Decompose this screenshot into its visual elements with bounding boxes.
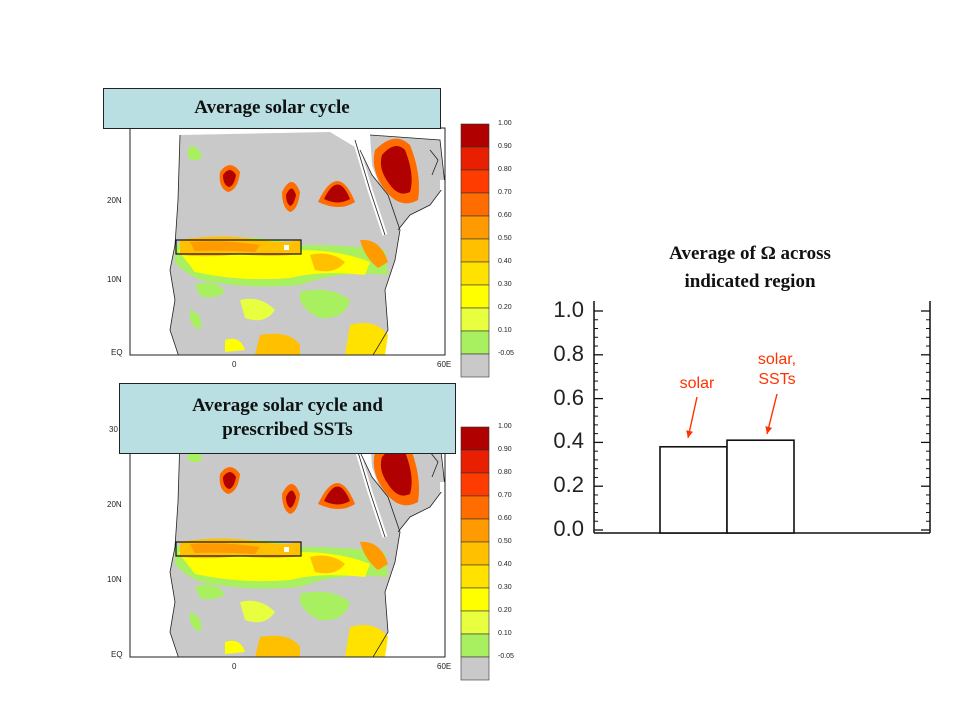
map-bottom-xtick: 60E bbox=[437, 662, 452, 671]
bar-chart-title: Average of Ω across indicated region bbox=[630, 240, 870, 296]
y-tick-label: 0.6 bbox=[553, 384, 584, 410]
map-top-ytick: 20N bbox=[107, 196, 122, 205]
map-bottom-ytick: 30 bbox=[109, 425, 118, 434]
bar-chart-title-line: indicated region bbox=[684, 271, 816, 292]
colorbar-label: 0.60 bbox=[498, 515, 512, 522]
arrow-solar-ssts-head bbox=[765, 426, 773, 434]
colorbar-label: 0.30 bbox=[498, 281, 512, 288]
colorbar-label: 0.40 bbox=[498, 258, 512, 265]
colorbar-swatch bbox=[460, 656, 490, 681]
annotation-solar-line: solar bbox=[679, 375, 715, 392]
annotation-solar-ssts-line: SSTs bbox=[758, 371, 796, 388]
bar-solar-ssts bbox=[726, 439, 795, 534]
colorbar-label: 0.50 bbox=[498, 235, 512, 242]
map-bottom-ytick: 10N bbox=[107, 575, 122, 584]
colorbar-label: 0.20 bbox=[498, 304, 512, 311]
colorbar-label: 0.10 bbox=[498, 630, 512, 637]
colorbar-label: 0.80 bbox=[498, 469, 512, 476]
map-bottom-title-line: prescribed SSTs bbox=[222, 419, 353, 440]
map-bottom-ytick: EQ bbox=[111, 650, 123, 659]
map-bottom-title-line: Average solar cycle and bbox=[192, 395, 383, 416]
colorbar-label: -0.05 bbox=[498, 653, 514, 660]
bar-chart-title-line: Average of Ω across bbox=[669, 243, 831, 264]
colorbar-label: 1.00 bbox=[498, 423, 512, 430]
colorbar-label: 1.00 bbox=[498, 120, 512, 127]
annotation-solar-ssts: solar, SSTs bbox=[742, 350, 812, 390]
map-top-ytick: 10N bbox=[107, 275, 122, 284]
map-top-ytick: EQ bbox=[111, 348, 123, 357]
map-top-xtick: 60E bbox=[437, 360, 452, 369]
map-bottom-ytick: 20N bbox=[107, 500, 122, 509]
arrow-solar-head bbox=[686, 430, 693, 438]
colorbar-label: 0.40 bbox=[498, 561, 512, 568]
colorbar-label: 0.70 bbox=[498, 189, 512, 196]
colorbar-label: 0.30 bbox=[498, 584, 512, 591]
colorbar-label: 0.60 bbox=[498, 212, 512, 219]
y-tick-label: 0.2 bbox=[553, 472, 584, 498]
y-tick-label: 1.0 bbox=[553, 297, 584, 322]
annotation-solar: solar bbox=[662, 374, 732, 394]
colorbar-label: 0.90 bbox=[498, 143, 512, 150]
colorbar-label: 0.80 bbox=[498, 166, 512, 173]
map-bottom-title: Average solar cycle and prescribed SSTs bbox=[119, 383, 456, 454]
colorbar-label: 0.10 bbox=[498, 327, 512, 334]
colorbar-label: 0.20 bbox=[498, 607, 512, 614]
map-top-xtick: 0 bbox=[232, 360, 237, 369]
bar-solar bbox=[659, 445, 728, 534]
annotation-solar-ssts-line: solar, bbox=[757, 351, 797, 368]
colorbar-label: -0.05 bbox=[498, 350, 514, 357]
colorbar-label: 0.90 bbox=[498, 446, 512, 453]
colorbar-label: 0.50 bbox=[498, 538, 512, 545]
y-tick-label: 0.0 bbox=[553, 516, 584, 541]
y-tick-label: 0.8 bbox=[553, 340, 584, 366]
map-top-title: Average solar cycle bbox=[103, 88, 441, 129]
colorbar-top bbox=[460, 123, 490, 378]
colorbar-swatch bbox=[460, 353, 490, 378]
map-bottom-xtick: 0 bbox=[232, 662, 237, 671]
colorbar-bottom bbox=[460, 426, 490, 681]
y-tick-label: 0.4 bbox=[553, 428, 584, 454]
colorbar-label: 0.70 bbox=[498, 492, 512, 499]
